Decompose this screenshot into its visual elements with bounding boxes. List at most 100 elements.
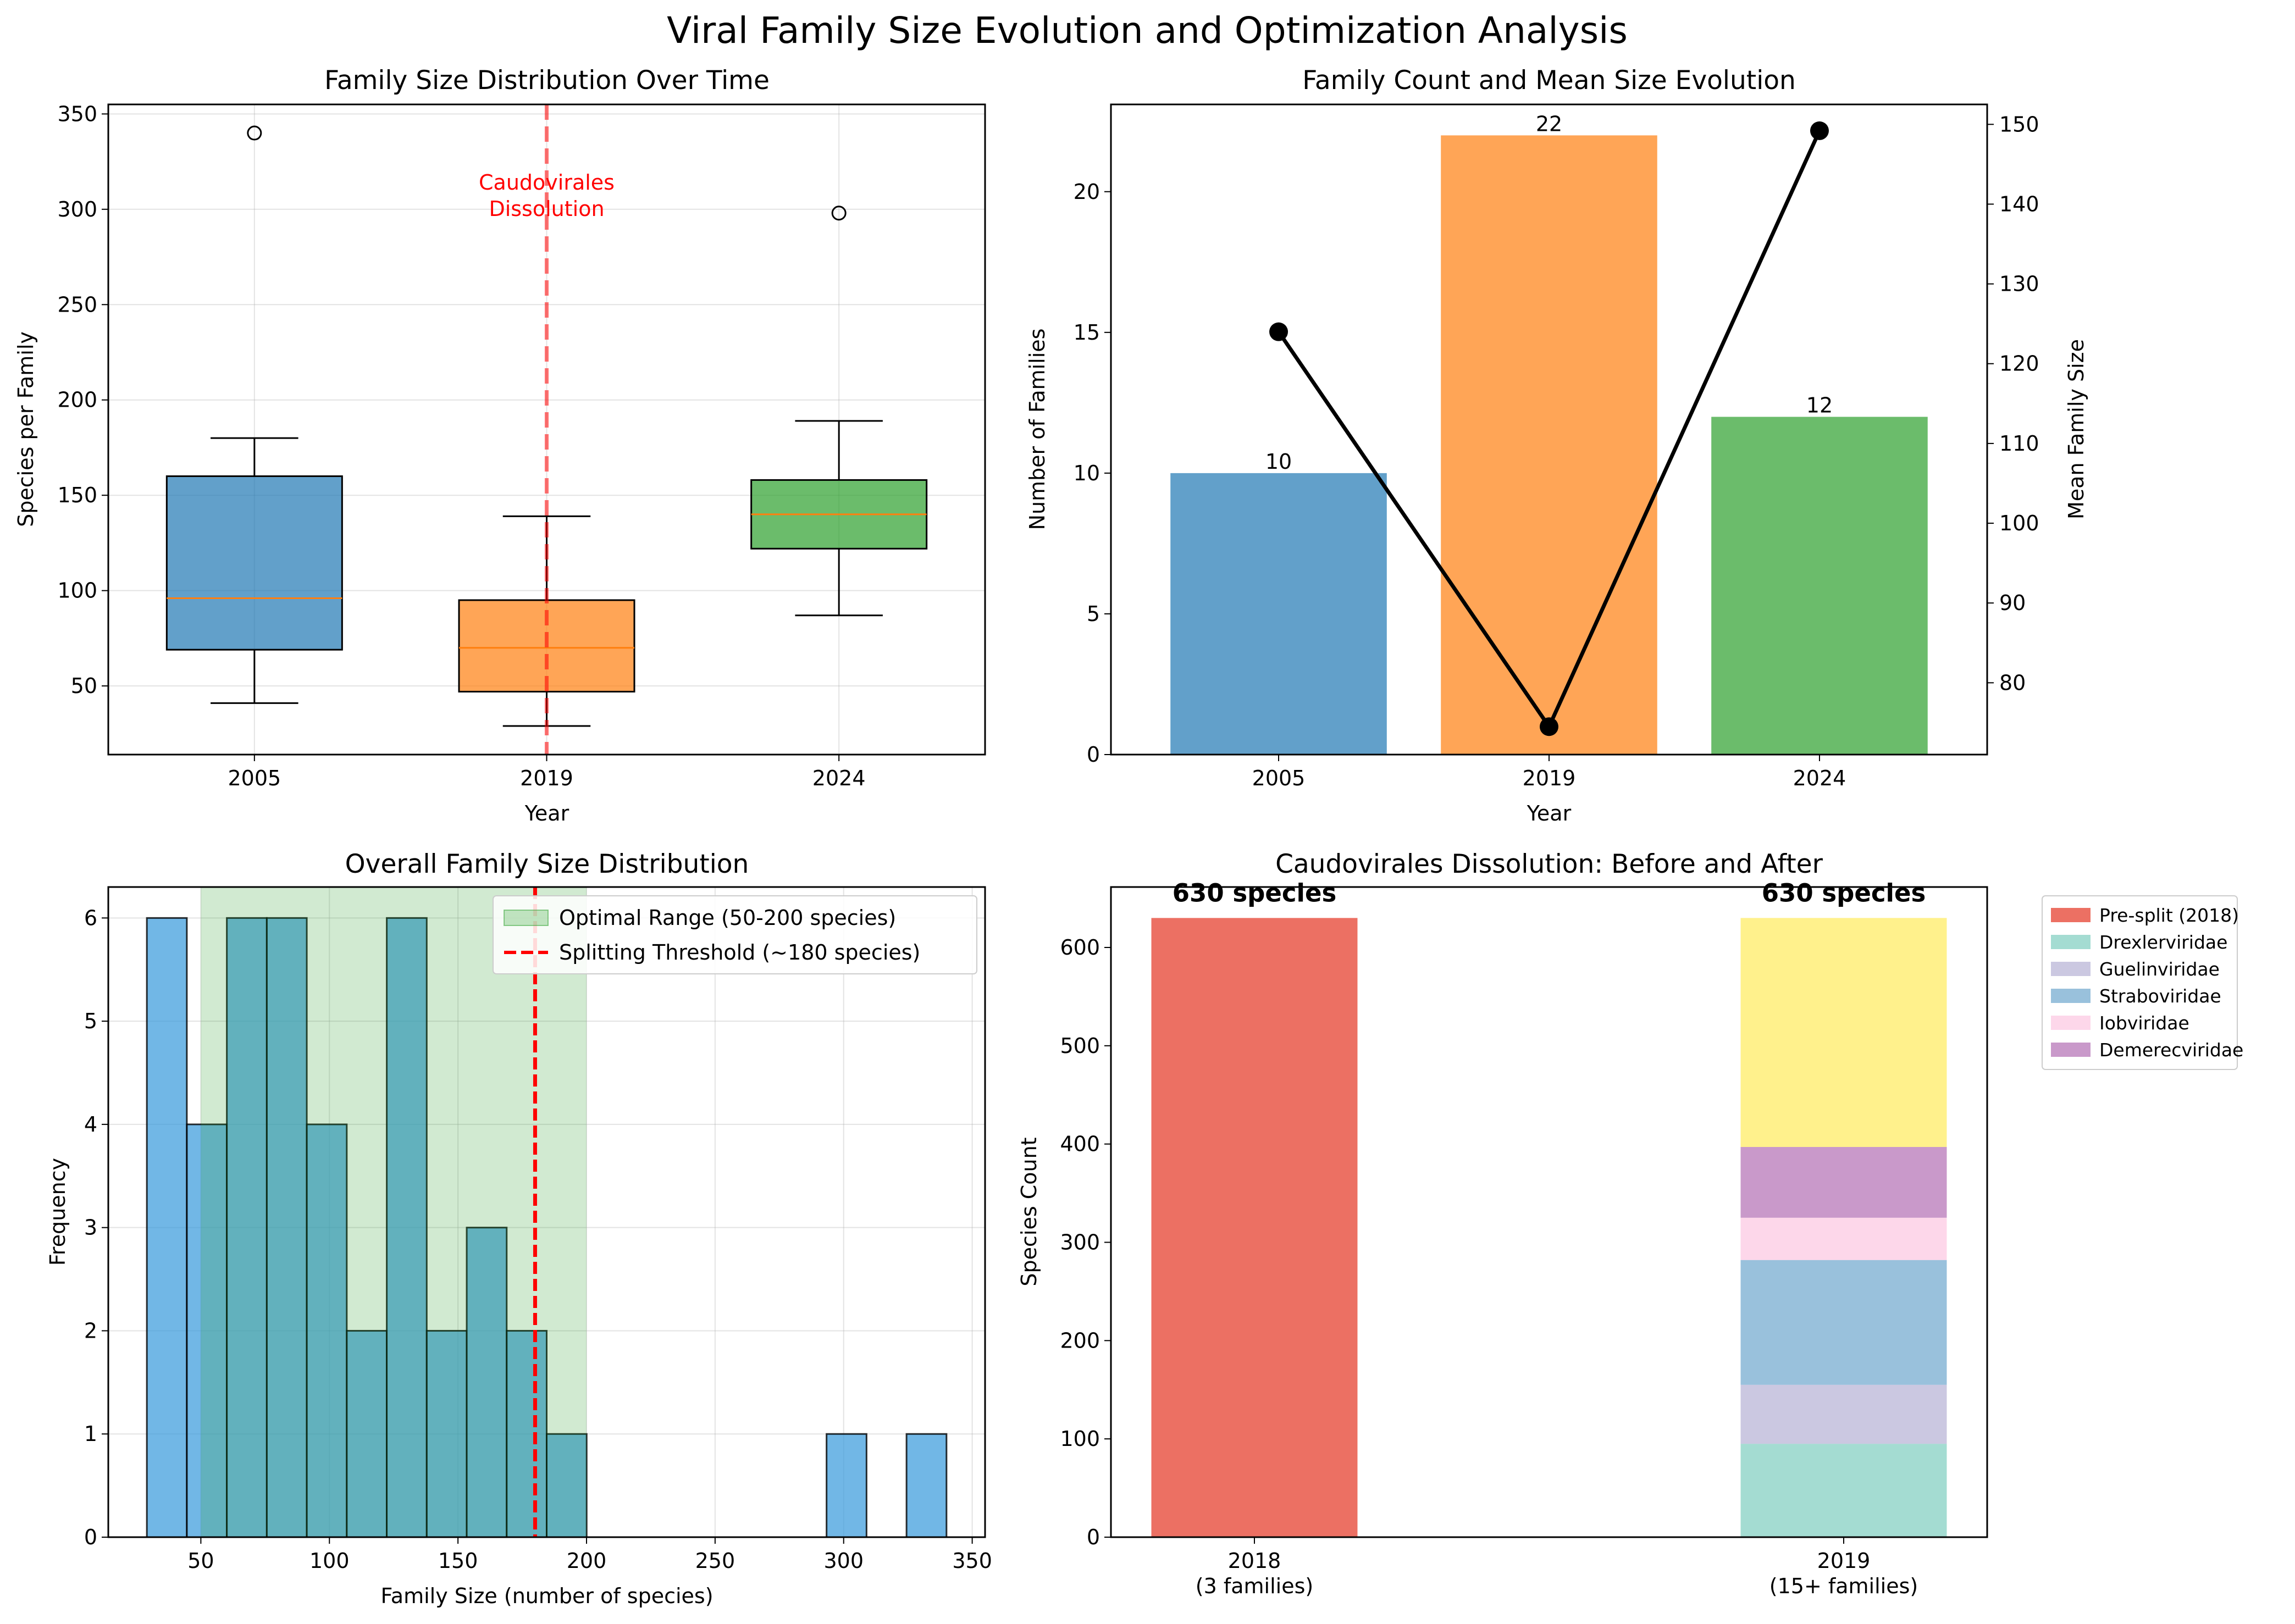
box-body (165, 475, 343, 651)
ytick-label: 250 (57, 292, 97, 317)
stack-segment (1740, 1444, 1947, 1537)
histogram-bar (226, 917, 268, 1538)
y2tick-label: 150 (1999, 112, 2039, 136)
legend-threshold-label: Splitting Threshold (~180 species) (559, 940, 920, 965)
mean-size-point (1269, 322, 1288, 341)
xtick-sublabel: (15+ families) (1769, 1574, 1918, 1598)
ytick-label: 6 (84, 906, 97, 930)
ytick-label: 0 (1087, 1525, 1100, 1549)
count-mean-ylabel: Number of Families (1025, 329, 1049, 530)
stack-segment (1151, 918, 1358, 1537)
ytick-label: 3 (84, 1216, 97, 1240)
boxplot-xlabel: Year (524, 801, 569, 825)
ytick-label: 350 (57, 102, 97, 126)
ytick-label: 5 (84, 1009, 97, 1033)
legend-label: Drexlerviridae (2099, 932, 2227, 953)
histogram-panel: Overall Family Size Distribution 0 1 2 3 4 5 6… (46, 849, 992, 1608)
stack-segment (1740, 918, 1947, 1148)
histogram-legend: Optimal Range (50-200 species) Splitting… (493, 895, 977, 974)
boxplot-panel: Family Size Distribution Over Time Caudo… (14, 65, 986, 825)
boxplot-title: Family Size Distribution Over Time (324, 65, 770, 96)
histogram-bar (146, 917, 188, 1538)
ytick-label: 100 (1060, 1427, 1100, 1451)
legend-label: Guelinviridae (2099, 958, 2220, 980)
histogram-legend-box (493, 895, 977, 974)
histogram-bar (826, 1433, 867, 1538)
stack-segment (1740, 1147, 1947, 1218)
xtick-label: 2005 (1252, 766, 1306, 790)
box-2005 (165, 125, 343, 704)
xtick-label: 2019 (1523, 766, 1576, 790)
bar-value-label: 10 (1265, 450, 1292, 474)
histogram-bar (346, 1329, 388, 1538)
outlier-point (247, 125, 262, 141)
ytick-label: 200 (57, 388, 97, 412)
xtick-label: 2019 (1817, 1549, 1871, 1573)
xtick-label: 2024 (1793, 766, 1846, 790)
ytick-label: 10 (1074, 461, 1100, 485)
ytick-label: 0 (1087, 742, 1100, 767)
histogram-xlabel: Family Size (number of species) (380, 1584, 713, 1608)
ytick-label: 1 (84, 1422, 97, 1446)
xtick-label: 2024 (812, 766, 866, 790)
total-species-label: 630 species (1173, 878, 1337, 907)
legend-label: Straboviridae (2099, 985, 2221, 1007)
y2tick-label: 90 (1999, 591, 2026, 615)
ytick-label: 600 (1060, 935, 1100, 960)
xtick-label: 300 (823, 1549, 864, 1573)
dissolution-annotation: Caudovirales (479, 170, 615, 195)
xtick-label: 50 (187, 1549, 214, 1573)
xtick-label: 150 (438, 1549, 478, 1573)
stack-segment (1740, 1217, 1947, 1260)
optimal-range-band (201, 887, 587, 1537)
stacked-legend-box (2042, 895, 2238, 1070)
histogram-ylabel: Frequency (46, 1158, 70, 1266)
stacked-frame (1110, 886, 1988, 1538)
legend-label: Iobviridae (2099, 1012, 2189, 1034)
legend-swatch (2051, 1043, 2091, 1057)
outlier-point (831, 206, 847, 221)
count-mean-ylabel-right: Mean Family Size (2064, 339, 2088, 519)
histogram-title: Overall Family Size Distribution (345, 849, 749, 879)
dissolution-annotation: Dissolution (489, 197, 604, 221)
count-mean-title: Family Count and Mean Size Evolution (1302, 65, 1796, 96)
ytick-label: 300 (1060, 1230, 1100, 1254)
legend-label: Demerecviridae (2099, 1039, 2243, 1061)
count-mean-panel: Family Count and Mean Size Evolution 10 2… (1025, 65, 2088, 825)
xtick-label: 2019 (520, 766, 573, 790)
ytick-label: 4 (84, 1112, 97, 1137)
stacked-legend: Pre-split (2018) Drexlerviridae Guelinviri… (2042, 895, 2243, 1070)
stack-segment (1740, 1260, 1947, 1385)
xtick-label: 2018 (1228, 1549, 1281, 1573)
xtick-label: 250 (695, 1549, 735, 1573)
mean-size-point (1540, 717, 1558, 736)
stacked-panel: Caudovirales Dissolution: Before and Aft… (1017, 849, 2243, 1598)
stacked-ylabel: Species Count (1017, 1137, 1041, 1286)
ytick-label: 200 (1060, 1328, 1100, 1353)
bar-2024 (1711, 417, 1928, 755)
xtick-label: 200 (567, 1549, 607, 1573)
y2tick-label: 100 (1999, 511, 2039, 535)
histogram-bar (425, 1329, 468, 1538)
total-species-label: 630 species (1762, 878, 1926, 907)
count-mean-xlabel: Year (1527, 801, 1572, 825)
bar-value-label: 12 (1806, 393, 1833, 417)
ytick-label: 0 (84, 1525, 97, 1549)
mean-size-point (1810, 121, 1829, 140)
bar-value-label: 22 (1536, 112, 1562, 136)
histogram-frame (107, 886, 986, 1538)
ytick-label: 2 (84, 1318, 97, 1343)
ytick-label: 400 (1060, 1132, 1100, 1156)
stacked-title: Caudovirales Dissolution: Before and Aft… (1275, 849, 1823, 879)
stack-segment (1740, 1384, 1947, 1444)
xtick-sublabel: (3 families) (1196, 1574, 1313, 1598)
legend-swatch (2051, 1016, 2091, 1030)
xtick-label: 100 (309, 1549, 350, 1573)
legend-label: Pre-split (2018) (2099, 905, 2239, 926)
boxplot-ylabel: Species per Family (14, 331, 38, 527)
legend-swatch (2051, 989, 2091, 1003)
histogram-bar (386, 917, 428, 1538)
legend-swatch (2051, 962, 2091, 976)
figure-title: Viral Family Size Evolution and Optimiza… (667, 9, 1628, 52)
histogram-bar (546, 1433, 588, 1538)
